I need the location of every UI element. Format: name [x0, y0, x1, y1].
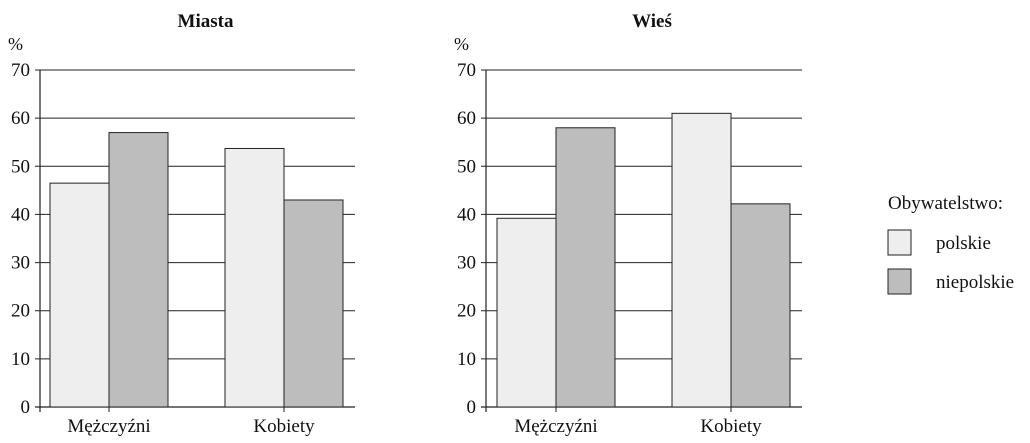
y-tick-label: 40: [11, 204, 30, 225]
bar-niepolskie-0: [108, 132, 169, 408]
x-tick-label: Mężczyźni: [67, 416, 150, 437]
y-tick-label: 60: [457, 108, 476, 129]
bar-polskie-1: [671, 112, 732, 408]
y-tick-label: 50: [457, 156, 476, 177]
y-tick-label: 0: [467, 397, 477, 418]
y-tick-label: 60: [11, 108, 30, 129]
chart-panel-1: Wieś% 0 10 20 30 40 50 60 70 Mężczyźni Kobiety: [454, 11, 802, 437]
legend-label-polskie: polskie: [936, 233, 991, 254]
x-tick-label: Mężczyźni: [514, 416, 597, 437]
y-axis-unit-label: %: [8, 34, 23, 54]
y-tick-label: 10: [11, 349, 30, 370]
y-tick-label: 40: [457, 204, 476, 225]
y-tick-label: 70: [11, 60, 30, 81]
chart-title: Miasta: [178, 11, 234, 32]
y-tick-label: 0: [21, 397, 31, 418]
y-axis-unit-label: %: [454, 34, 469, 54]
bar-niepolskie-1: [283, 199, 344, 408]
bar-polskie-1: [224, 147, 285, 408]
x-tick-label: Kobiety: [253, 416, 315, 437]
y-tick-label: 70: [457, 60, 476, 81]
legend-label-niepolskie: niepolskie: [936, 272, 1014, 293]
legend: Obywatelstwo: polskie niepolskie: [887, 193, 1014, 295]
bar-polskie-0: [49, 182, 110, 408]
bar-polskie-0: [496, 217, 557, 408]
chart-panel-0: Miasta% 0 10 20 30 40 50 60 70 Mężczyźni Kobiety: [8, 11, 355, 437]
x-tick-label: Kobiety: [700, 416, 762, 437]
legend-title: Obywatelstwo:: [888, 193, 1003, 214]
y-tick-label: 30: [11, 253, 30, 274]
y-tick-label: 20: [11, 301, 30, 322]
y-tick-label: 30: [457, 253, 476, 274]
chart-title: Wieś: [632, 11, 672, 32]
y-tick-label: 50: [11, 156, 30, 177]
legend-swatch-niepolskie: [887, 268, 912, 295]
y-tick-label: 10: [457, 349, 476, 370]
bar-niepolskie-1: [730, 203, 791, 408]
legend-swatch-polskie: [887, 229, 912, 256]
bar-niepolskie-0: [555, 127, 616, 408]
y-tick-label: 20: [457, 301, 476, 322]
